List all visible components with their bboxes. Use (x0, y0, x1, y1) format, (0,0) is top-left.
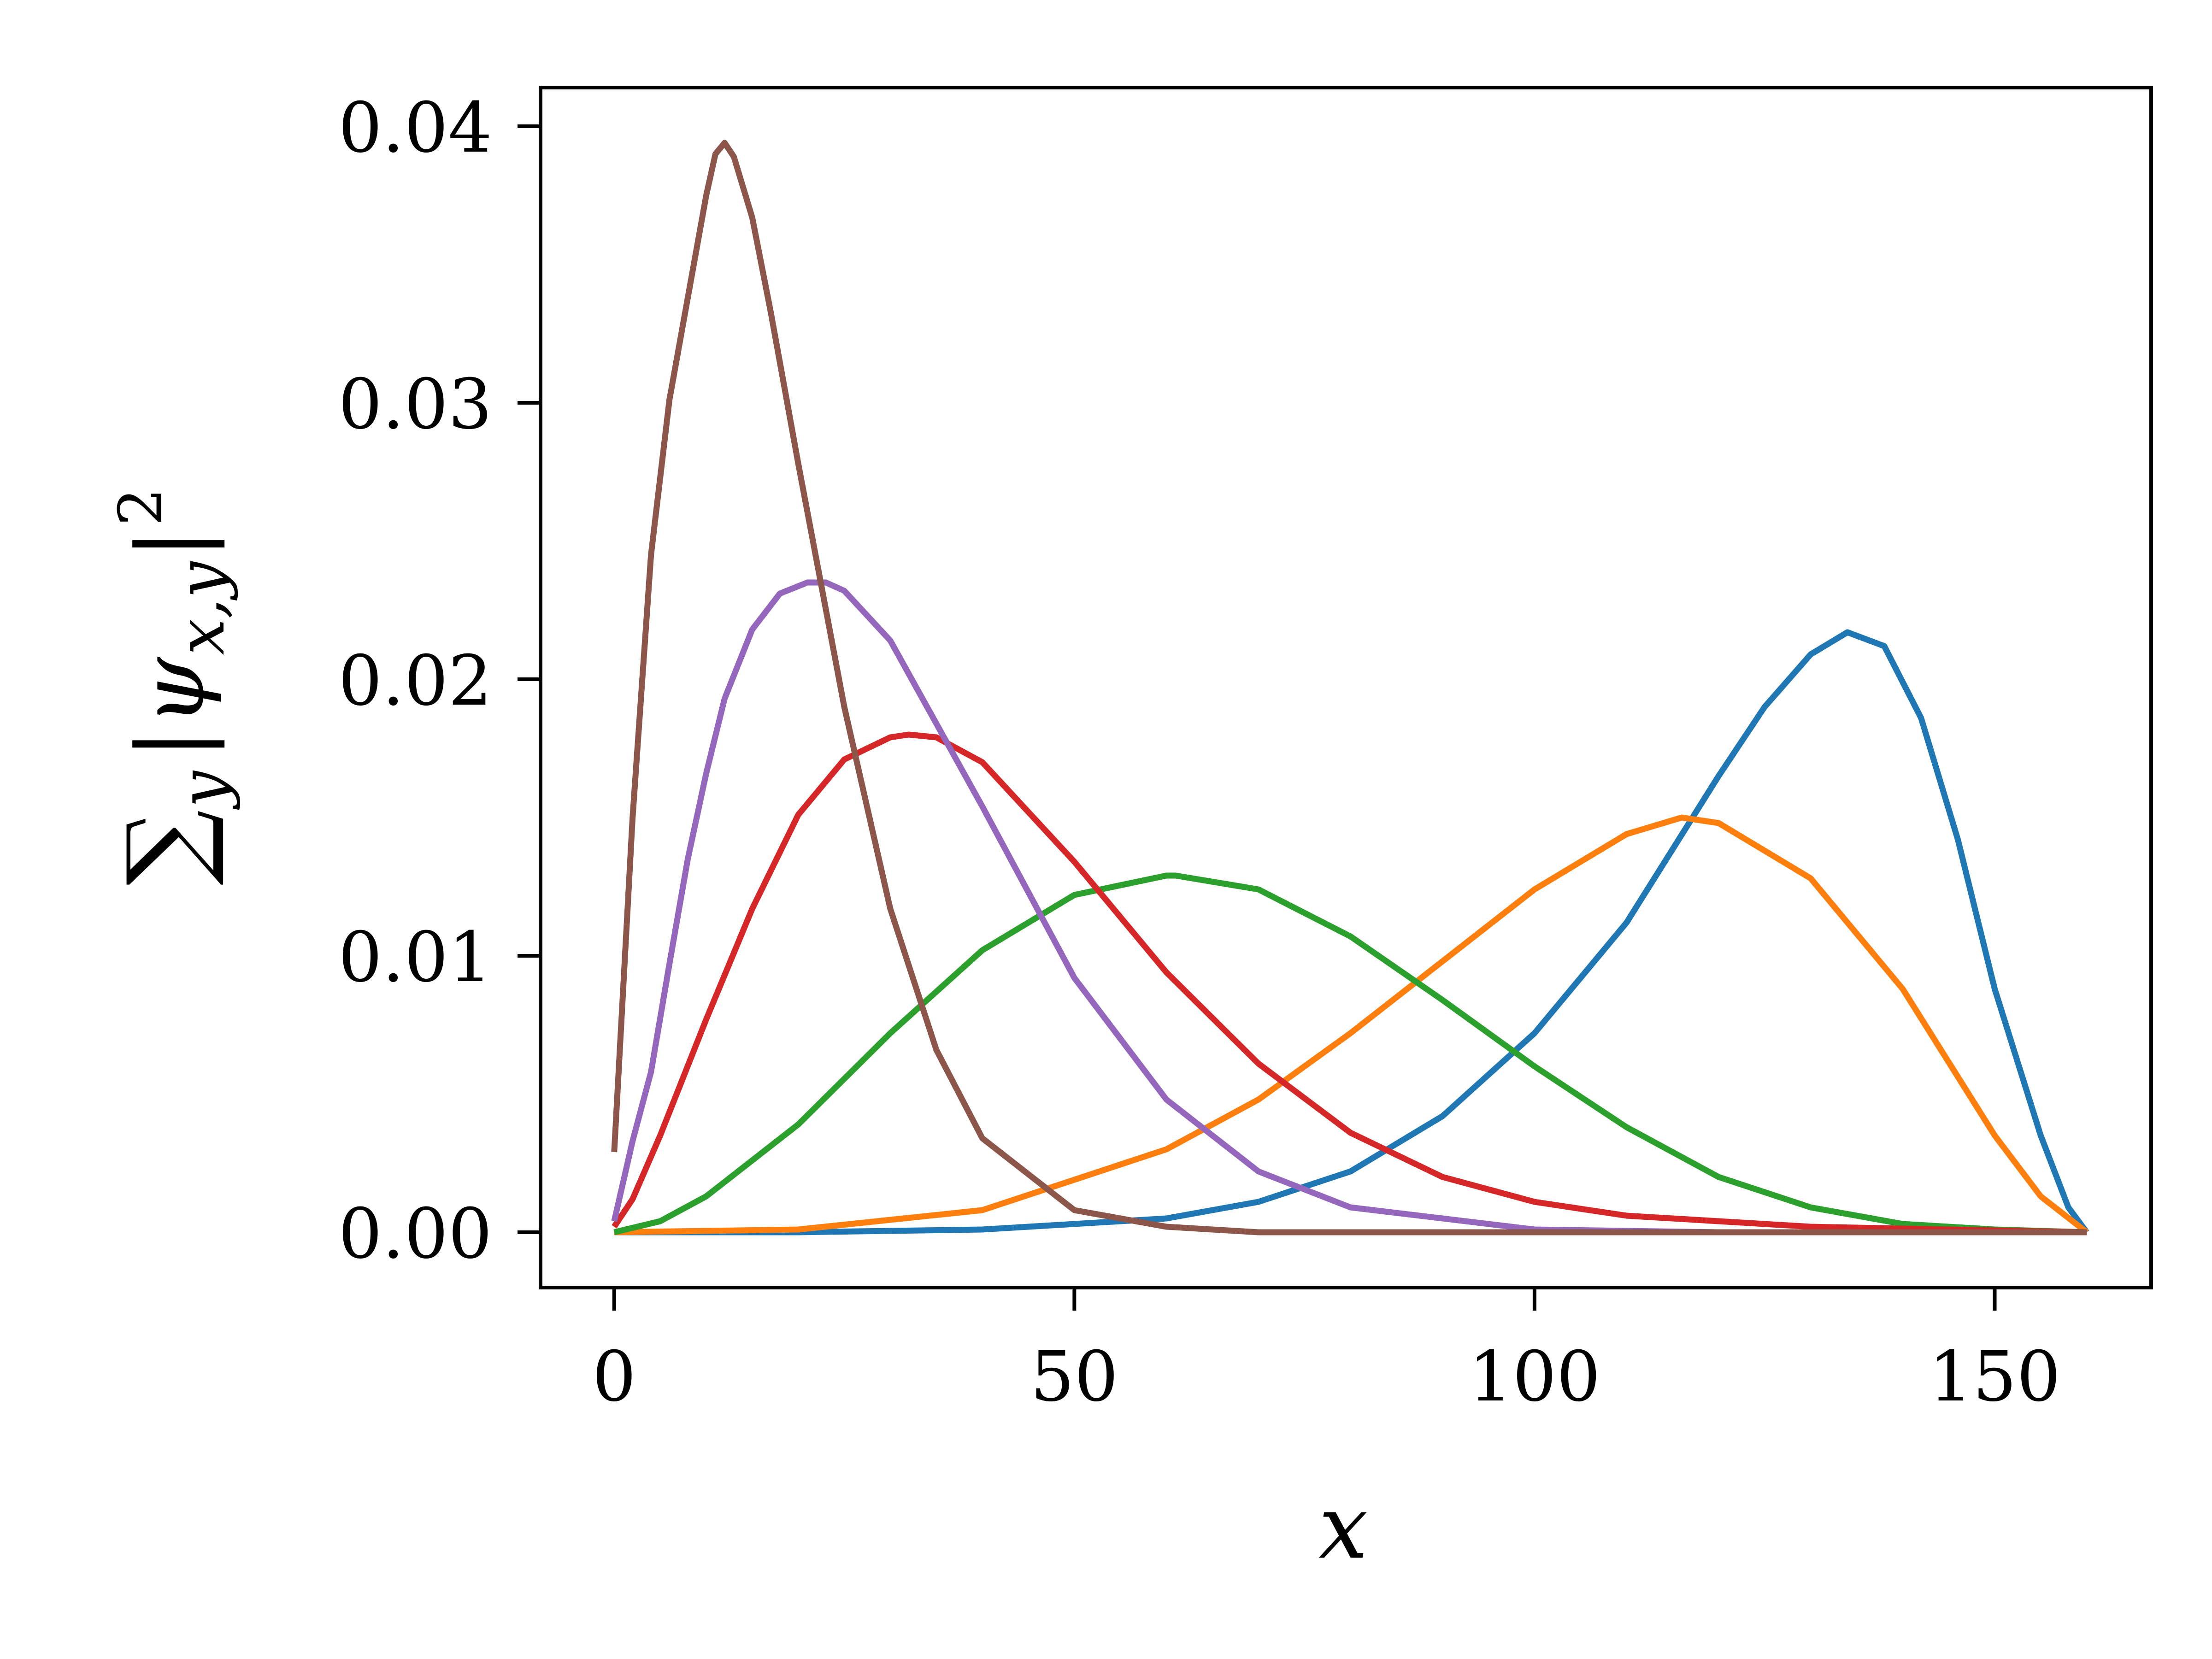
y-label-bar-close: | (118, 528, 225, 559)
y-tick-label: 0.01 (338, 918, 492, 998)
x-axis-label: x (1318, 1477, 1368, 1578)
series-line-5 (611, 579, 2087, 1235)
y-axis-label: ∑ y | ψ x,y | 2 (105, 488, 241, 886)
y-tick-label: 0.04 (338, 88, 492, 168)
y-tick-label: 0.03 (338, 365, 492, 445)
y-label-psi: ψ (122, 656, 224, 726)
y-label-power: 2 (106, 488, 176, 526)
series-line-6 (611, 140, 2087, 1235)
y-label-sum-subscript: y (166, 770, 241, 810)
x-tick-label: 100 (1469, 1337, 1600, 1417)
x-tick-label: 50 (1030, 1337, 1118, 1417)
y-label-sum-symbol: ∑ (105, 810, 228, 885)
series-line-3 (613, 872, 2087, 1235)
y-label-psi-subscript: x,y (164, 561, 239, 655)
series-line-1 (614, 629, 2089, 1235)
series-line-4 (612, 731, 2087, 1235)
y-tick-label: 0.02 (338, 641, 492, 721)
x-tick-label: 0 (592, 1337, 636, 1417)
series-line-2 (614, 814, 2089, 1235)
x-tick-label: 150 (1929, 1337, 2060, 1417)
y-axis-ticks: 0.00 0.01 0.02 0.03 0.04 (338, 88, 541, 1274)
x-axis-ticks: 0 50 100 150 (592, 1288, 2061, 1417)
plot-frame (539, 86, 2153, 1289)
y-label-bar-open: | (118, 729, 225, 759)
svg-text:∑ y | ψ: ∑ y | ψ x,y | 2 (105, 488, 241, 886)
series-layer (611, 140, 2089, 1235)
y-tick-label: 0.00 (338, 1194, 492, 1274)
